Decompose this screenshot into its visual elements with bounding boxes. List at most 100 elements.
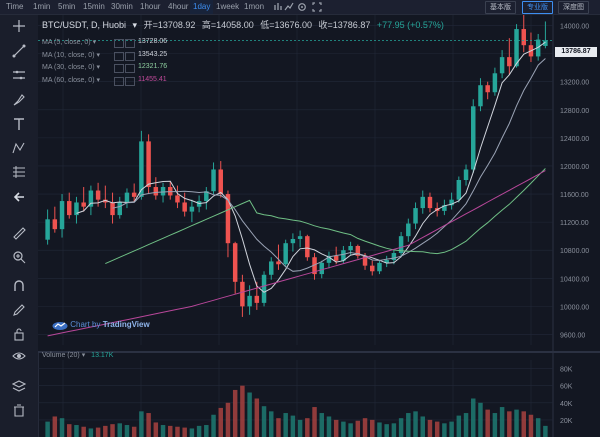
candle-body[interactable] (67, 201, 72, 216)
view-depth-button[interactable]: 深度图 (558, 1, 589, 14)
volume-bar[interactable] (514, 409, 519, 437)
ma-settings-icon[interactable] (114, 64, 124, 73)
candle-body[interactable] (297, 236, 303, 239)
view-pro-button[interactable]: 专业版 (522, 1, 553, 14)
volume-bar[interactable] (240, 385, 245, 437)
candle-body[interactable] (413, 208, 418, 224)
volume-bar[interactable] (319, 413, 324, 437)
volume-bar[interactable] (312, 407, 317, 437)
volume-bar[interactable] (528, 414, 534, 437)
ruler-icon[interactable] (12, 226, 26, 240)
volume-bar[interactable] (290, 415, 296, 437)
view-basic-button[interactable]: 基本版 (485, 1, 516, 14)
candle-body[interactable] (326, 255, 332, 263)
volume-bar[interactable] (384, 424, 389, 437)
volume-bar[interactable] (124, 425, 130, 437)
candle-body[interactable] (232, 243, 238, 282)
ma-settings-icon[interactable] (114, 51, 124, 61)
candle-body[interactable] (377, 262, 382, 272)
volume-bar[interactable] (196, 425, 202, 437)
interval-5min[interactable]: 5min (58, 2, 76, 11)
volume-bar[interactable] (398, 418, 404, 437)
candle-body[interactable] (153, 187, 159, 196)
volume-bar[interactable] (103, 425, 108, 437)
candle-body[interactable] (182, 202, 187, 212)
volume-bar[interactable] (485, 409, 490, 437)
candle-body[interactable] (139, 141, 144, 197)
ma-dropdown-icon[interactable]: ▾ (94, 76, 100, 84)
candle-body[interactable] (131, 192, 137, 197)
text-icon[interactable] (12, 117, 26, 131)
ma-close-icon[interactable] (125, 64, 135, 73)
candle-body[interactable] (362, 255, 368, 266)
candle-body[interactable] (370, 265, 375, 272)
volume-bar[interactable] (153, 422, 159, 437)
volume-bar[interactable] (391, 423, 397, 437)
candle-body[interactable] (499, 57, 505, 74)
candle-body[interactable] (160, 187, 166, 196)
pattern-icon[interactable] (12, 141, 26, 155)
candle-body[interactable] (276, 261, 281, 265)
candle-body[interactable] (456, 180, 462, 200)
volume-bar[interactable] (434, 421, 440, 437)
candle-body[interactable] (355, 246, 361, 256)
candle-body[interactable] (189, 206, 195, 212)
candle-body[interactable] (283, 243, 288, 265)
candle-body[interactable] (492, 73, 498, 93)
volume-bar[interactable] (333, 419, 339, 437)
volume-bar[interactable] (95, 427, 101, 437)
volume-bar[interactable] (283, 413, 288, 437)
volume-bar[interactable] (74, 425, 79, 437)
eye-icon[interactable] (12, 349, 26, 363)
candle-body[interactable] (391, 253, 397, 261)
candle-body[interactable] (81, 202, 86, 207)
fullscreen-icon[interactable] (312, 2, 322, 12)
candle-body[interactable] (312, 257, 317, 275)
brush-icon[interactable] (12, 93, 26, 107)
volume-bar[interactable] (139, 411, 144, 437)
candle-body[interactable] (290, 238, 296, 244)
candle-body[interactable] (471, 106, 476, 170)
volume-bar[interactable] (442, 423, 447, 437)
volume-bar[interactable] (463, 413, 469, 437)
candle-body[interactable] (333, 255, 339, 261)
volume-bar[interactable] (131, 426, 137, 437)
arrow-left-icon[interactable] (12, 190, 26, 204)
candle-body[interactable] (103, 199, 108, 203)
candle-body[interactable] (420, 196, 425, 209)
zoom-icon[interactable] (12, 250, 26, 264)
candle-body[interactable] (398, 236, 404, 254)
candle-body[interactable] (45, 219, 50, 240)
interval-1min[interactable]: 1min (33, 2, 51, 11)
candle-body[interactable] (240, 281, 245, 307)
volume-bar[interactable] (67, 424, 72, 437)
candle-body[interactable] (406, 223, 411, 237)
symbol-dropdown-icon[interactable]: ▾ (132, 20, 138, 30)
candle-body[interactable] (247, 295, 252, 307)
volume-bar[interactable] (341, 421, 346, 437)
candle-body[interactable] (146, 141, 151, 188)
candle-body[interactable] (269, 261, 274, 275)
volume-bar[interactable] (521, 411, 526, 437)
candle-body[interactable] (218, 169, 223, 195)
candle-body[interactable] (535, 39, 541, 57)
volume-bar[interactable] (52, 416, 58, 437)
ma-settings-icon[interactable] (114, 76, 124, 86)
volume-bar[interactable] (362, 418, 368, 437)
candle-body[interactable] (485, 85, 490, 93)
volume-bar[interactable] (427, 419, 433, 437)
volume-bar[interactable] (254, 398, 260, 437)
price-chart[interactable]: 14000.0013600.0013200.0012800.0012400.00… (38, 15, 600, 437)
interval-4hour[interactable]: 4hour (168, 2, 189, 11)
candle-body[interactable] (204, 191, 209, 202)
volume-bar[interactable] (146, 413, 151, 437)
settings-icon[interactable] (297, 2, 307, 12)
lock-icon[interactable] (12, 327, 26, 341)
candle-body[interactable] (442, 205, 447, 211)
ma-dropdown-icon[interactable]: ▾ (90, 39, 97, 46)
ma-settings-icon[interactable] (114, 39, 124, 48)
volume-bar[interactable] (449, 421, 454, 437)
crosshair-icon[interactable] (12, 19, 26, 33)
ma-close-icon[interactable] (125, 39, 135, 48)
volume-dropdown-icon[interactable]: ▾ (81, 352, 86, 359)
